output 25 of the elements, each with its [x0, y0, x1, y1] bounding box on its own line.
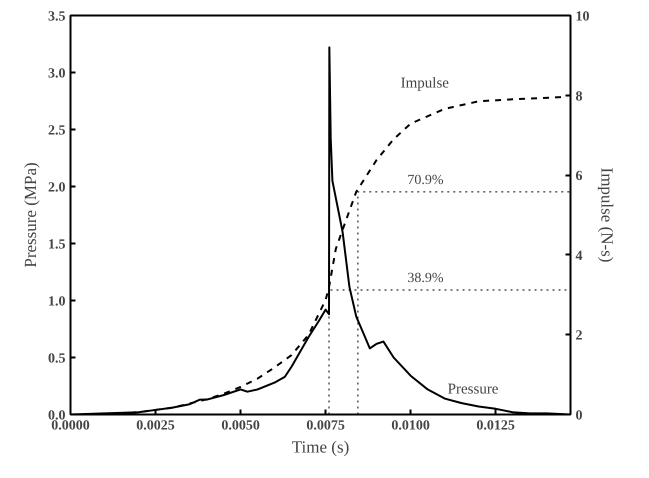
y-tick-label: 2.0: [48, 180, 66, 196]
x-tick-label: 0.0075: [306, 418, 345, 434]
y2-axis-title: Impulse (N-s): [598, 168, 616, 262]
series-label: Impulse: [400, 76, 450, 92]
y2-tick-label: 6: [576, 169, 582, 184]
y-axis-title: Pressure (MPa): [21, 162, 40, 268]
y2-tick-label: 4: [576, 248, 582, 264]
y2-tick-label: 2: [576, 328, 582, 344]
x-tick-label: 0.0125: [476, 418, 515, 434]
x-tick-label: 0.0050: [221, 418, 260, 434]
y2-tick-label: 0: [576, 408, 582, 424]
annotation: 70.9%: [407, 172, 444, 188]
y-tick-label: 1.0: [48, 294, 66, 310]
y2-tick-label: 10: [576, 10, 590, 24]
series-label: Pressure: [448, 381, 499, 398]
x-axis-title: Time (s): [292, 438, 350, 456]
x-tick-label: 0.0100: [391, 418, 430, 434]
y-tick-label: 2.5: [48, 124, 66, 138]
y2-tick-label: 8: [576, 89, 582, 104]
y-tick-label: 1.5: [48, 238, 66, 252]
annotation: 38.9%: [407, 271, 444, 286]
y-tick-label: 3.5: [48, 10, 66, 24]
y-tick-label: 0.5: [48, 352, 66, 366]
x-tick-label: 0.0025: [136, 418, 175, 434]
y-tick-label: 3.0: [48, 66, 66, 82]
